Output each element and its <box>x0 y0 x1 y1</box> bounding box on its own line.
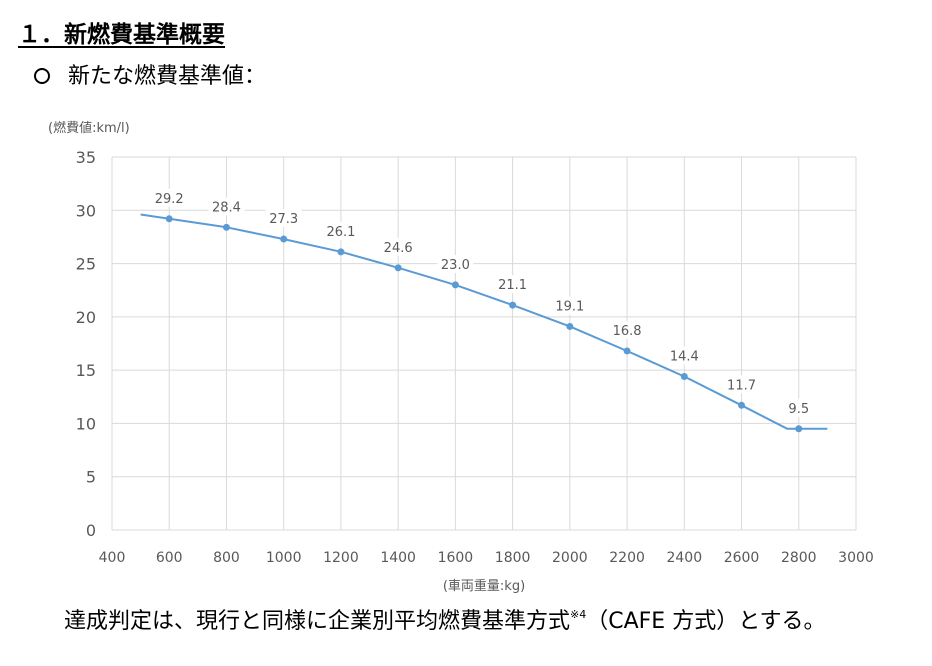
data-label: 24.6 <box>384 241 413 256</box>
y-axis-title: (燃費値:km/l) <box>48 120 130 136</box>
x-tick-label: 2400 <box>666 550 702 566</box>
data-label: 29.2 <box>155 192 184 207</box>
data-label-background <box>666 346 703 365</box>
data-label-background <box>208 197 245 216</box>
y-tick-label: 5 <box>86 468 96 487</box>
footnote-end-text: （CAFE 方式）とする。 <box>586 609 826 634</box>
data-label-background <box>380 237 417 256</box>
data-label-background <box>551 296 588 315</box>
data-label: 16.8 <box>613 324 642 339</box>
data-label-background <box>265 209 302 228</box>
x-axis-title: (車両重量:kg) <box>443 578 525 594</box>
y-tick-label: 15 <box>76 361 96 380</box>
data-point <box>509 301 517 309</box>
x-tick-label: 2800 <box>781 550 817 566</box>
data-point <box>680 373 688 381</box>
y-tick-label: 0 <box>86 521 96 540</box>
data-label-background <box>609 320 646 339</box>
data-point <box>623 347 631 355</box>
data-label: 28.4 <box>212 200 241 215</box>
data-point-layer <box>165 215 803 433</box>
data-label-background <box>780 398 817 417</box>
footnote: 達成判定は、現行と同様に企業別平均燃費基準方式※4（CAFE 方式）とする。 <box>64 608 826 635</box>
data-point <box>451 281 459 289</box>
x-tick-label: 2000 <box>552 550 588 566</box>
y-tick-label: 30 <box>76 201 96 220</box>
data-point <box>795 425 803 433</box>
y-tick-label: 20 <box>76 308 96 327</box>
data-label: 21.1 <box>498 278 527 293</box>
data-point <box>738 401 746 409</box>
data-label: 26.1 <box>326 225 355 240</box>
x-tick-label: 1200 <box>323 550 359 566</box>
data-label: 9.5 <box>788 402 809 417</box>
circle-bullet-icon <box>34 68 50 84</box>
series-line-layer <box>140 213 828 430</box>
data-label-background <box>151 188 188 207</box>
x-tick-label: 1400 <box>380 550 416 566</box>
data-point <box>394 264 402 272</box>
data-label-layer: 29.2 28.4 27.3 26.1 24.6 23.0 21.1 19.1 16.8 14.4… <box>151 188 817 417</box>
data-point <box>280 235 288 243</box>
x-tick-label: 1600 <box>438 550 474 566</box>
data-label: 19.1 <box>555 299 584 314</box>
x-tick-label: 1800 <box>495 550 531 566</box>
page-heading: １．新燃費基準概要 <box>18 22 225 48</box>
data-point <box>165 215 173 223</box>
subheading-text: 新たな燃費基準値： <box>68 64 267 89</box>
data-label: 23.0 <box>441 258 470 273</box>
x-tick-label: 600 <box>156 550 183 566</box>
subheading: 新たな燃費基準値： <box>34 64 266 90</box>
footnote-main-text: 達成判定は、現行と同様に企業別平均燃費基準方式 <box>64 609 571 634</box>
data-label-background <box>322 221 359 240</box>
y-tick-label: 10 <box>76 414 96 433</box>
tick-label-layer: 0 5 10 15 20 25 30 35 400 600 800 1000 1200 1400 1600 1… <box>76 148 874 566</box>
data-label: 14.4 <box>670 350 699 365</box>
data-label-background <box>723 375 760 394</box>
y-tick-label: 35 <box>76 148 96 167</box>
data-point <box>566 322 574 330</box>
footnote-superscript: ※4 <box>570 608 587 621</box>
data-label: 11.7 <box>727 378 756 393</box>
x-tick-label: 2200 <box>609 550 645 566</box>
x-tick-label: 2600 <box>724 550 760 566</box>
data-label-background <box>437 254 474 273</box>
series-line <box>140 213 828 430</box>
data-label-background <box>494 275 531 294</box>
x-tick-label: 3000 <box>838 550 874 566</box>
data-label: 27.3 <box>269 212 298 227</box>
y-tick-label: 25 <box>76 255 96 274</box>
x-tick-label: 1000 <box>266 550 302 566</box>
x-tick-label: 800 <box>213 550 240 566</box>
data-point <box>337 248 345 256</box>
data-point <box>222 223 230 231</box>
x-tick-label: 400 <box>99 550 126 566</box>
